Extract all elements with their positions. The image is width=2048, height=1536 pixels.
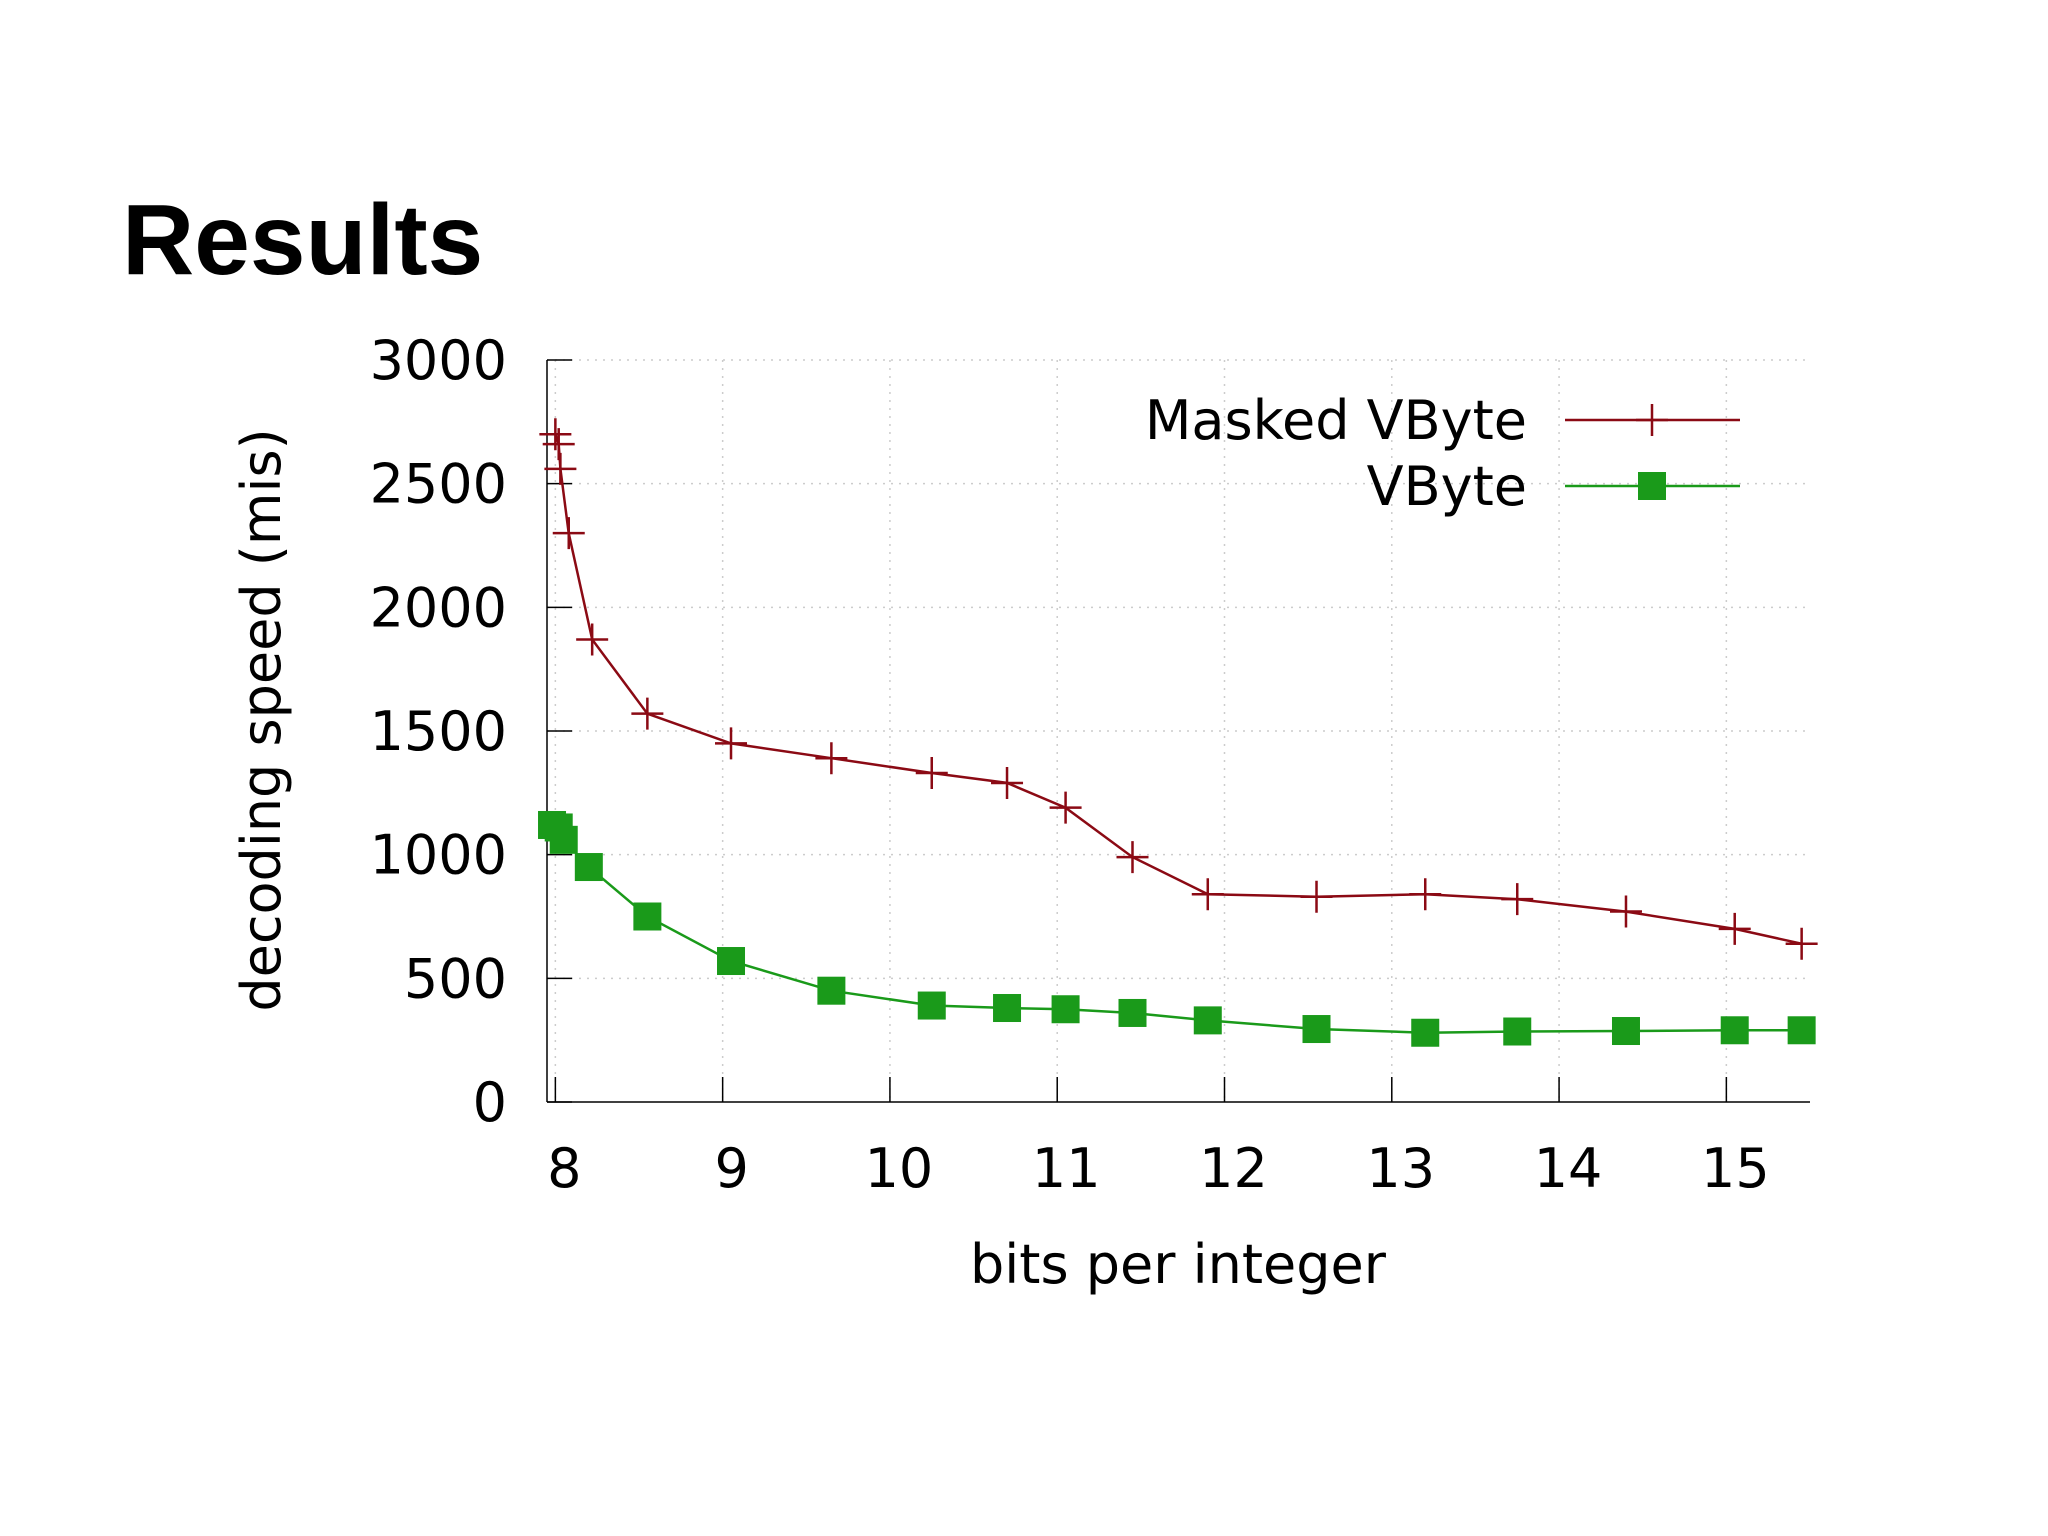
y-tick-label: 0 [473,1071,507,1134]
data-point [993,994,1022,1023]
x-tick-label: 8 [547,1137,581,1200]
x-tick-label: 14 [1534,1137,1603,1200]
data-point [1193,1006,1222,1035]
data-point [1718,912,1751,945]
legend-label: VByte [1367,455,1527,518]
data-point [715,727,748,760]
x-tick-label: 15 [1701,1137,1770,1200]
data-point [917,991,946,1020]
data-point [1609,895,1642,928]
y-tick-label: 1500 [370,700,507,763]
data-point [539,418,572,451]
data-point [1191,878,1224,911]
legend-label: Masked VByte [1145,389,1527,452]
data-point [817,976,846,1005]
slide-title: Results [122,184,484,296]
legend-marker [1636,404,1668,436]
data-point [1051,995,1080,1024]
data-point [915,757,948,790]
x-tick-label: 11 [1032,1137,1101,1200]
data-point [1787,1016,1816,1045]
tick-labels: 0 500 1000 1500 2000 2500 3000 8 9 10 11 12 13 14 15 [370,329,1770,1200]
data-point [576,623,609,656]
series-vbyte [538,810,1816,1047]
tick-marks [547,359,1728,1103]
data-point [1300,880,1333,913]
data-point [1411,1018,1440,1047]
data-point [1720,1016,1749,1045]
y-tick-label: 2500 [370,453,507,516]
x-axis-label: bits per integer [970,1233,1387,1296]
data-point [815,742,848,775]
data-point [1049,791,1082,824]
data-point [1116,841,1149,874]
data-point [542,428,575,461]
grid-lines [547,359,1810,1102]
data-point [574,853,603,882]
x-tick-label: 9 [714,1137,748,1200]
data-point [544,452,577,485]
y-tick-label: 1000 [370,824,507,887]
series-layer [538,418,1818,1047]
x-tick-label: 13 [1366,1137,1435,1200]
series-line [554,433,1802,945]
data-point [1409,878,1442,911]
data-point [717,947,746,976]
data-point [1785,927,1818,960]
data-point [1302,1015,1331,1044]
data-point [633,902,662,931]
data-point [549,825,578,854]
x-tick-label: 10 [865,1137,934,1200]
x-tick-label: 12 [1199,1137,1268,1200]
data-point [552,517,585,550]
y-tick-label: 500 [404,947,507,1010]
data-point [1503,1017,1532,1046]
y-axis-label: decoding speed (mis) [230,428,293,1011]
data-point [1611,1017,1640,1046]
legend-marker [1638,472,1666,500]
data-point [1118,998,1147,1027]
data-point [631,697,664,730]
data-point [1501,883,1534,916]
series-masked-vbyte [539,418,1818,960]
y-tick-label: 3000 [370,329,507,392]
series-line [551,823,1802,1034]
y-tick-label: 2000 [370,576,507,639]
data-point [991,766,1024,799]
